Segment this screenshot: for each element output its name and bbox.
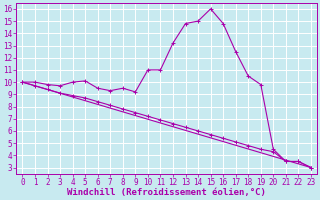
X-axis label: Windchill (Refroidissement éolien,°C): Windchill (Refroidissement éolien,°C)	[67, 188, 266, 197]
